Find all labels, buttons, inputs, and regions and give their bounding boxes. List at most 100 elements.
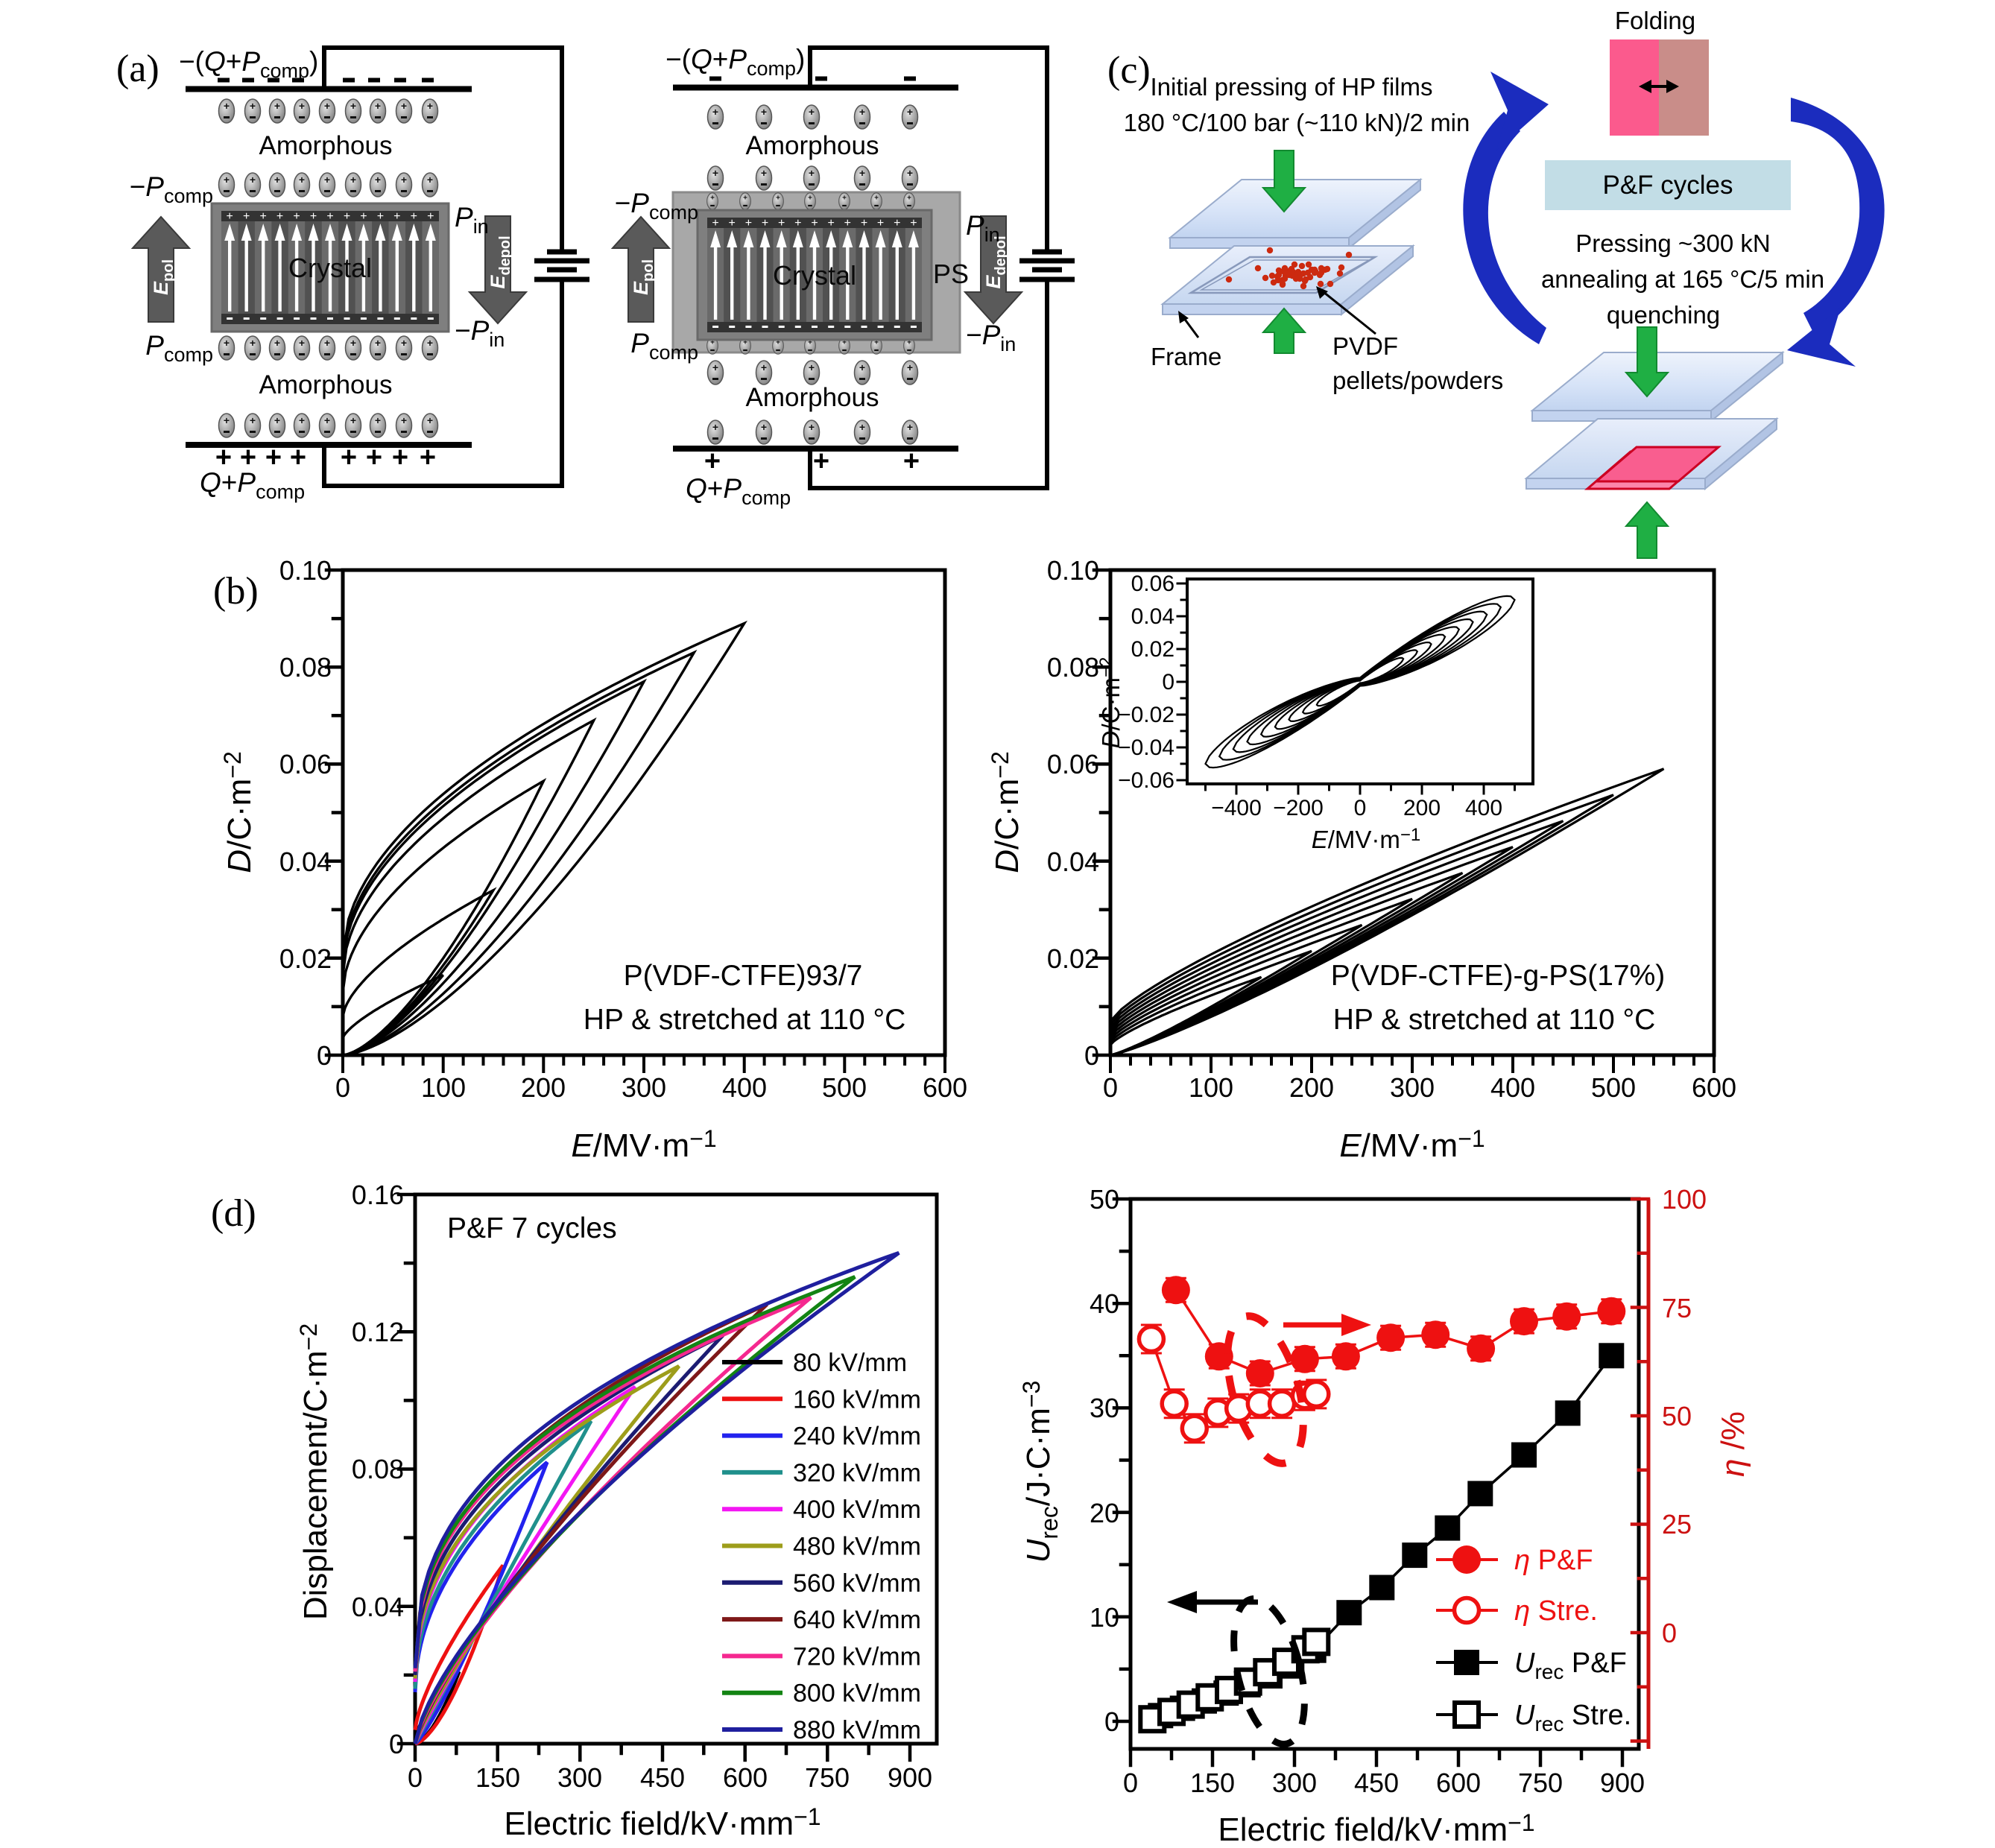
svg-text:+: + [844,217,851,230]
svg-text:0: 0 [1162,670,1174,694]
svg-text:Displacement/C·m−2: Displacement/C·m−2 [295,1323,334,1620]
svg-text:+: + [910,217,917,230]
svg-text:150: 150 [1190,1768,1235,1798]
svg-text:+: + [712,106,718,118]
svg-text:+: + [907,106,913,118]
svg-text:200: 200 [1289,1072,1334,1103]
svg-text:+: + [859,167,865,179]
svg-text:Amorphous: Amorphous [259,370,393,399]
svg-text:+: + [828,217,835,230]
svg-text:+: + [704,446,721,477]
svg-text:240 kV/mm: 240 kV/mm [793,1423,921,1451]
svg-text:+: + [903,446,920,477]
svg-text:+: + [401,100,407,112]
svg-text:P(VDF-CTFE)-g-PS(17%): P(VDF-CTFE)-g-PS(17%) [1331,960,1666,992]
svg-text:600: 600 [923,1072,967,1103]
svg-text:(b): (b) [213,570,259,613]
svg-text:+: + [224,100,230,112]
svg-text:(c): (c) [1107,49,1151,92]
svg-text:200: 200 [521,1072,566,1103]
svg-text:+: + [392,442,408,473]
svg-text:+: + [794,217,801,230]
svg-text:10: 10 [1090,1602,1119,1633]
svg-text:0: 0 [335,1072,350,1103]
svg-text:+: + [375,100,381,112]
svg-text:Urec/J·C·m−3: Urec/J·C·m−3 [1018,1381,1063,1563]
svg-text:PVDF: PVDF [1332,332,1398,360]
svg-text:+: + [324,174,330,186]
svg-text:100: 100 [421,1072,466,1103]
svg-text:+: + [712,361,718,373]
svg-text:P&F 7 cycles: P&F 7 cycles [447,1212,617,1244]
svg-text:300: 300 [1390,1072,1435,1103]
svg-text:(d): (d) [211,1192,256,1235]
svg-text:0.06: 0.06 [1047,749,1099,779]
svg-text:+: + [360,210,367,223]
svg-text:+: + [761,106,767,118]
svg-text:Crystal: Crystal [288,253,372,283]
svg-text:0: 0 [1104,1706,1119,1737]
svg-text:+: + [224,414,230,426]
svg-text:400: 400 [1490,1072,1535,1103]
svg-text:+: + [260,210,267,223]
svg-text:0.04: 0.04 [1047,847,1099,877]
svg-text:+: + [265,442,282,473]
svg-text:+: + [427,210,434,223]
svg-text:+: + [299,100,305,112]
svg-text:0.12: 0.12 [352,1317,404,1347]
svg-text:+: + [250,174,256,186]
svg-text:+: + [743,194,747,203]
svg-text:+: + [299,414,305,426]
svg-text:Pressing ~300 kN: Pressing ~300 kN [1575,230,1770,257]
svg-text:400 kV/mm: 400 kV/mm [793,1496,921,1524]
svg-text:Folding: Folding [1615,7,1695,34]
svg-text:0.08: 0.08 [279,652,332,683]
svg-text:0.16: 0.16 [352,1180,404,1210]
svg-text:50: 50 [1090,1184,1119,1215]
svg-text:−Pcomp: −Pcomp [130,171,213,207]
svg-text:+: + [745,217,752,230]
svg-text:+: + [907,421,913,433]
svg-text:+: + [842,339,847,347]
svg-text:D/C·m−2: D/C·m−2 [987,751,1025,873]
svg-text:+: + [324,337,330,349]
svg-text:Urec P&F: Urec P&F [1514,1648,1627,1683]
svg-text:+: + [377,210,384,223]
svg-text:+: + [375,337,381,349]
svg-text:0: 0 [1354,796,1367,820]
svg-text:Urec Stre.: Urec Stre. [1514,1700,1631,1735]
svg-text:HP & stretched at 110 °C: HP & stretched at 110 °C [1333,1004,1656,1036]
svg-text:+: + [859,421,865,433]
svg-text:Amorphous: Amorphous [746,383,879,412]
svg-text:+: + [293,210,300,223]
svg-text:100: 100 [1662,1184,1707,1215]
svg-text:+: + [344,210,350,223]
svg-text:450: 450 [640,1762,685,1793]
svg-text:0: 0 [389,1729,404,1759]
svg-text:−(Q+Pcomp): −(Q+Pcomp) [179,46,318,82]
svg-text:Electric field/kV·mm−1: Electric field/kV·mm−1 [504,1803,821,1842]
svg-text:+: + [907,339,911,347]
svg-text:+: + [350,337,356,349]
svg-text:40: 40 [1090,1288,1119,1319]
svg-text:+: + [350,100,356,112]
svg-text:−400: −400 [1211,796,1262,820]
svg-text:+: + [427,337,433,349]
svg-text:900: 900 [888,1762,932,1793]
svg-text:+: + [710,194,715,203]
svg-text:0.10: 0.10 [279,555,332,586]
svg-text:0: 0 [1084,1040,1099,1071]
svg-text:Amorphous: Amorphous [746,131,879,160]
svg-text:+: + [411,210,417,223]
svg-text:+: + [712,167,718,179]
svg-text:900: 900 [1600,1768,1645,1798]
svg-text:0.08: 0.08 [1047,652,1099,683]
svg-text:+: + [224,337,230,349]
svg-text:0: 0 [408,1762,423,1793]
svg-text:(a): (a) [116,48,159,90]
svg-text:+: + [907,167,913,179]
svg-text:320 kV/mm: 320 kV/mm [793,1459,921,1487]
svg-text:+: + [299,337,305,349]
svg-text:+: + [808,339,812,347]
svg-text:+: + [324,100,330,112]
